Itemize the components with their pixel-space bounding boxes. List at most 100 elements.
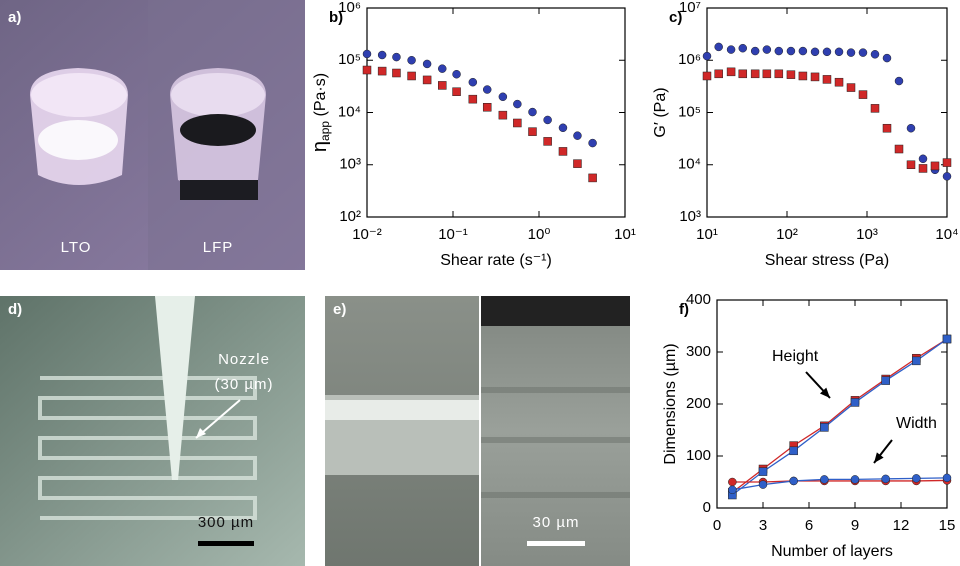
panel-label: b) bbox=[329, 9, 343, 26]
marker bbox=[543, 137, 552, 146]
marker bbox=[822, 75, 832, 84]
marker bbox=[482, 103, 492, 112]
marker bbox=[528, 127, 537, 136]
marker bbox=[882, 53, 892, 63]
marker bbox=[942, 158, 952, 167]
marker bbox=[468, 94, 478, 104]
photo-a: a) LTO LFP bbox=[0, 0, 305, 270]
marker bbox=[912, 474, 921, 483]
marker bbox=[942, 334, 952, 344]
plot-frame bbox=[366, 7, 626, 218]
marker bbox=[758, 480, 768, 489]
marker bbox=[906, 160, 916, 169]
photo-d: d) Nozzle (30 µm) 300 µm bbox=[0, 296, 305, 566]
marker bbox=[738, 43, 748, 53]
marker bbox=[558, 123, 568, 133]
marker bbox=[762, 45, 772, 54]
marker bbox=[377, 66, 387, 76]
marker bbox=[834, 47, 844, 57]
marker bbox=[789, 446, 798, 456]
x-tick-label: 15 bbox=[939, 517, 956, 534]
y-axis-label-symbol: Dimensions (µm) bbox=[662, 343, 679, 464]
x-tick-label: 10¹ bbox=[614, 226, 636, 243]
y-axis-label-subscript: app bbox=[318, 121, 332, 141]
photo-label: Nozzle bbox=[218, 351, 270, 368]
series-line bbox=[731, 338, 948, 496]
y-tick-label: 100 bbox=[686, 447, 711, 464]
marker bbox=[407, 71, 416, 81]
marker bbox=[881, 376, 890, 385]
marker bbox=[392, 52, 401, 62]
marker bbox=[758, 467, 768, 476]
x-axis-label: Number of layers bbox=[771, 543, 893, 560]
annotation: Height bbox=[772, 348, 819, 365]
panel-label: f) bbox=[679, 301, 689, 318]
marker bbox=[438, 64, 447, 73]
marker bbox=[468, 77, 478, 87]
marker bbox=[452, 87, 461, 96]
marker bbox=[714, 42, 723, 52]
marker bbox=[850, 398, 860, 407]
marker bbox=[774, 46, 784, 56]
x-tick-label: 10⁴ bbox=[935, 226, 958, 243]
marker bbox=[750, 46, 760, 56]
marker bbox=[774, 69, 784, 79]
panel-label: c) bbox=[669, 9, 682, 26]
marker bbox=[870, 50, 880, 59]
x-tick-label: 9 bbox=[851, 517, 859, 534]
marker bbox=[728, 485, 737, 495]
marker bbox=[573, 131, 582, 140]
annotation-arrowhead bbox=[874, 452, 884, 463]
marker bbox=[452, 69, 461, 79]
y-tick-label: 400 bbox=[686, 291, 711, 308]
marker bbox=[588, 173, 597, 183]
marker bbox=[407, 56, 416, 65]
annotation: Width bbox=[896, 415, 937, 432]
marker bbox=[789, 476, 798, 486]
marker bbox=[882, 123, 892, 133]
marker bbox=[702, 71, 712, 81]
marker bbox=[894, 76, 904, 86]
x-tick-label: 10¹ bbox=[696, 226, 718, 243]
y-tick-label: 10⁴ bbox=[338, 103, 361, 120]
marker bbox=[820, 423, 829, 432]
marker bbox=[498, 92, 508, 102]
marker bbox=[728, 477, 737, 487]
panel-label: e) bbox=[333, 301, 346, 318]
series-line bbox=[732, 477, 948, 491]
marker bbox=[362, 65, 372, 75]
marker bbox=[858, 90, 868, 99]
x-tick-label: 3 bbox=[759, 517, 767, 534]
marker bbox=[513, 99, 522, 109]
marker bbox=[918, 164, 928, 173]
photo-label: LTO bbox=[61, 239, 92, 256]
marker bbox=[738, 69, 748, 79]
plot-frame bbox=[706, 7, 948, 218]
marker bbox=[942, 172, 952, 181]
marker bbox=[912, 356, 921, 366]
marker bbox=[392, 68, 401, 78]
x-tick-label: 6 bbox=[805, 517, 813, 534]
marker bbox=[786, 70, 796, 79]
photo-label: 300 µm bbox=[198, 514, 254, 531]
series-line bbox=[731, 338, 948, 493]
series bbox=[702, 42, 952, 181]
photo-label: LFP bbox=[203, 239, 234, 256]
y-tick-label: 10⁶ bbox=[678, 51, 701, 68]
plot-frame bbox=[716, 299, 948, 509]
series bbox=[728, 334, 952, 500]
marker bbox=[870, 104, 880, 113]
marker bbox=[573, 159, 582, 168]
marker bbox=[762, 69, 772, 79]
marker bbox=[846, 48, 856, 57]
photo-label: (30 µm) bbox=[215, 376, 274, 393]
marker bbox=[482, 85, 492, 94]
y-axis-label: ηapp (Pa·s) bbox=[309, 73, 332, 152]
marker bbox=[726, 45, 736, 54]
marker bbox=[422, 75, 432, 85]
marker bbox=[820, 475, 829, 484]
y-tick-label: 10⁵ bbox=[678, 103, 701, 120]
marker bbox=[942, 473, 952, 483]
x-tick-label: 10³ bbox=[856, 226, 878, 243]
